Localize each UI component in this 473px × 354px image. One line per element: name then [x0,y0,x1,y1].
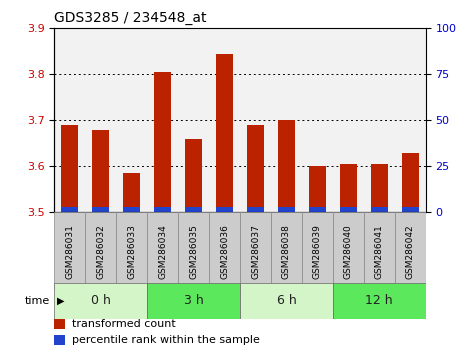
Text: percentile rank within the sample: percentile rank within the sample [72,335,260,345]
Bar [309,166,326,212]
Text: GSM286035: GSM286035 [189,224,198,279]
Text: GSM286041: GSM286041 [375,224,384,279]
Bar [54,335,65,345]
Bar [333,283,426,319]
Bar [209,28,240,212]
Bar [147,212,178,290]
Bar [85,212,116,290]
Bar [178,28,209,212]
Bar [340,164,357,212]
Bar [185,139,202,212]
Text: GSM286034: GSM286034 [158,224,167,279]
Bar [209,212,240,290]
Bar [185,207,202,212]
Text: 12 h: 12 h [366,295,393,307]
Text: GSM286042: GSM286042 [406,224,415,279]
Bar [302,212,333,290]
Bar [364,212,395,290]
Text: GSM286039: GSM286039 [313,224,322,279]
Bar [216,53,233,212]
Bar [154,207,171,212]
Bar [371,207,388,212]
Bar [116,28,147,212]
Bar [333,212,364,290]
Bar [395,212,426,290]
Text: GDS3285 / 234548_at: GDS3285 / 234548_at [54,11,207,24]
Bar [216,207,233,212]
Text: 6 h: 6 h [277,295,297,307]
Bar [395,28,426,212]
Text: GSM286031: GSM286031 [65,224,74,279]
Bar [147,28,178,212]
Bar [278,207,295,212]
Bar [340,207,357,212]
Bar [123,207,140,212]
Bar [271,212,302,290]
Bar [309,207,326,212]
Bar [85,28,116,212]
Text: ▶: ▶ [57,296,64,306]
Text: GSM286040: GSM286040 [344,224,353,279]
Text: GSM286036: GSM286036 [220,224,229,279]
Bar [371,164,388,212]
Bar [154,72,171,212]
Bar [116,212,147,290]
Bar [364,28,395,212]
Bar [247,207,264,212]
Text: 3 h: 3 h [184,295,203,307]
Bar [247,125,264,212]
Bar [333,28,364,212]
Bar [61,207,79,212]
Bar [54,28,85,212]
Bar [147,283,240,319]
Bar [240,283,333,319]
Bar [240,28,271,212]
Text: GSM286038: GSM286038 [282,224,291,279]
Bar [271,28,302,212]
Bar [54,212,85,290]
Bar [92,130,109,212]
Bar [92,207,109,212]
Bar [240,212,271,290]
Bar [123,173,140,212]
Text: GSM286037: GSM286037 [251,224,260,279]
Text: GSM286032: GSM286032 [96,224,105,279]
Bar [178,212,209,290]
Bar [54,319,65,329]
Bar [278,120,295,212]
Bar [54,283,147,319]
Bar [61,125,79,212]
Bar [402,207,419,212]
Text: time: time [25,296,50,306]
Bar [302,28,333,212]
Text: GSM286033: GSM286033 [127,224,136,279]
Text: 0 h: 0 h [91,295,111,307]
Text: transformed count: transformed count [72,319,176,329]
Bar [402,153,419,212]
